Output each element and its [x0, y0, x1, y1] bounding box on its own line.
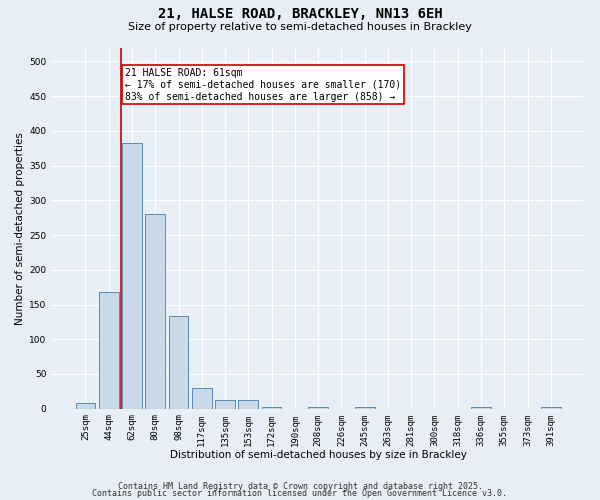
- Bar: [169, 316, 188, 408]
- Bar: [262, 406, 281, 408]
- Bar: [76, 403, 95, 408]
- Text: 21 HALSE ROAD: 61sqm
← 17% of semi-detached houses are smaller (170)
83% of semi: 21 HALSE ROAD: 61sqm ← 17% of semi-detac…: [125, 68, 401, 102]
- Bar: [145, 214, 165, 408]
- Bar: [541, 406, 561, 408]
- Bar: [192, 388, 212, 408]
- Bar: [355, 406, 374, 408]
- Bar: [308, 406, 328, 408]
- Text: Contains public sector information licensed under the Open Government Licence v3: Contains public sector information licen…: [92, 490, 508, 498]
- Text: Contains HM Land Registry data © Crown copyright and database right 2025.: Contains HM Land Registry data © Crown c…: [118, 482, 482, 491]
- Bar: [215, 400, 235, 408]
- Bar: [238, 400, 258, 408]
- Text: 21, HALSE ROAD, BRACKLEY, NN13 6EH: 21, HALSE ROAD, BRACKLEY, NN13 6EH: [158, 8, 442, 22]
- Bar: [122, 142, 142, 408]
- Text: Size of property relative to semi-detached houses in Brackley: Size of property relative to semi-detach…: [128, 22, 472, 32]
- Bar: [99, 292, 119, 408]
- X-axis label: Distribution of semi-detached houses by size in Brackley: Distribution of semi-detached houses by …: [170, 450, 467, 460]
- Y-axis label: Number of semi-detached properties: Number of semi-detached properties: [15, 132, 25, 324]
- Bar: [471, 406, 491, 408]
